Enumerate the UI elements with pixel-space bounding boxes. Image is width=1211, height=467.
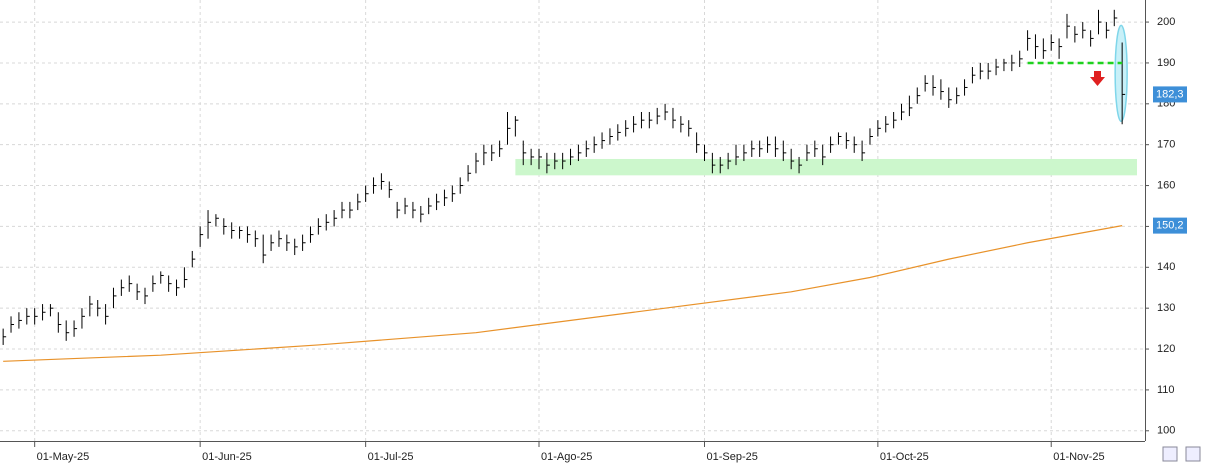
ma-last-label: 150,2 [1156,220,1184,232]
y-tick-label: 110 [1157,384,1175,396]
y-tick-label: 200 [1157,16,1175,28]
moving-average [3,225,1123,362]
last-price-label-box [1153,86,1187,103]
highlight [1114,24,1128,123]
y-tick-label: 140 [1157,261,1175,273]
last-price-label: 182,3 [1156,88,1184,100]
x-tick-label: 01-Oct-25 [880,451,929,463]
x-tick-label: 01-Jul-25 [368,451,414,463]
y-tick-label: 130 [1157,302,1175,314]
y-tick-label: 160 [1157,179,1175,191]
y-tick-label: 100 [1157,425,1175,437]
x-tick-label: 01-Sep-25 [706,451,757,463]
x-tick-label: 01-May-25 [37,451,90,463]
toolbar-button[interactable] [1185,446,1201,462]
down-arrow [1090,71,1105,86]
ma-last-label-box [1153,217,1187,234]
x-tick-label: 01-Ago-25 [541,451,592,463]
y-tick-label: 170 [1157,139,1175,151]
y-tick-label: 190 [1157,57,1175,69]
x-tick-label: 01-Jun-25 [202,451,252,463]
support-zone [515,158,1137,176]
y-tick-label: 120 [1157,343,1175,355]
x-tick-label: 01-Nov-25 [1053,451,1104,463]
toolbar-button[interactable] [1162,446,1178,462]
